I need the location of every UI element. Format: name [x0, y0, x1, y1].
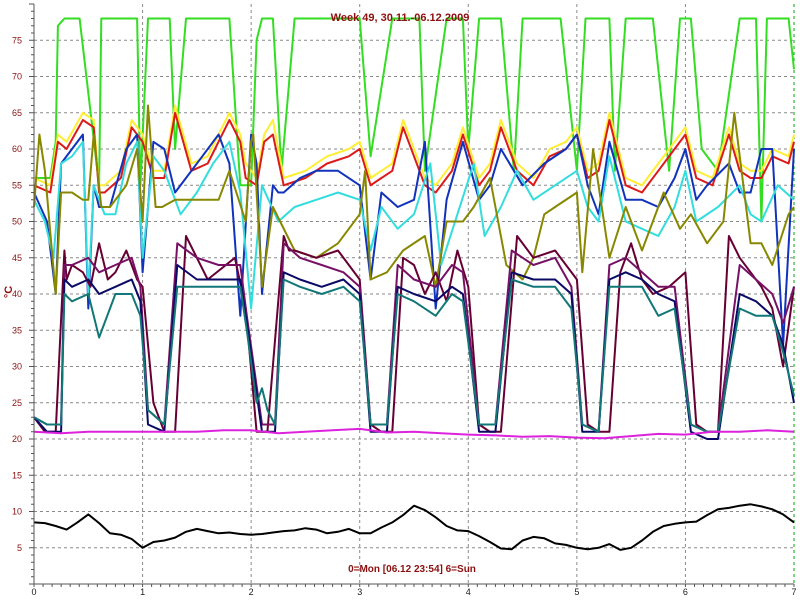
series-line-3 [33, 111, 795, 194]
y-tick-label: 25 [12, 398, 22, 408]
y-tick-label: 30 [12, 362, 22, 372]
x-tick-label: 4 [466, 587, 471, 597]
series-line-11 [33, 427, 795, 440]
series-line-8 [33, 242, 795, 433]
series-line-12 [33, 503, 795, 551]
x-tick-label: 7 [791, 587, 796, 597]
y-tick-label: 15 [12, 470, 22, 480]
y-tick-label: 70 [12, 72, 22, 82]
x-tick-label: 0 [31, 587, 36, 597]
x-tick-label: 2 [249, 587, 254, 597]
series-layer [33, 17, 795, 551]
y-tick-label: 75 [12, 35, 22, 45]
series-line-2 [33, 104, 795, 187]
x-tick-label: 3 [357, 587, 362, 597]
y-axis-label: °C [3, 286, 15, 298]
series-line-5 [33, 140, 795, 310]
y-tick-label: 50 [12, 217, 22, 227]
y-tick-label: 5 [17, 543, 22, 553]
series-line-7 [33, 235, 795, 433]
series-line-6 [33, 104, 795, 295]
y-tick-label: 45 [12, 253, 22, 263]
series-line-10 [33, 278, 795, 433]
y-tick-label: 10 [12, 507, 22, 517]
chart-title: Week 49, 30.11.-06.12.2009 [331, 12, 470, 24]
x-tick-label: 5 [574, 587, 579, 597]
y-tick-label: 20 [12, 434, 22, 444]
x-tick-label: 1 [140, 587, 145, 597]
chart-footer: 0=Mon [06.12 23:54] 6=Sun [348, 564, 476, 575]
y-tick-label: 55 [12, 180, 22, 190]
x-tick-label: 6 [683, 587, 688, 597]
y-tick-label: 60 [12, 144, 22, 154]
y-tick-label: 40 [12, 289, 22, 299]
y-tick-label: 35 [12, 325, 22, 335]
y-tick-label: 65 [12, 108, 22, 118]
